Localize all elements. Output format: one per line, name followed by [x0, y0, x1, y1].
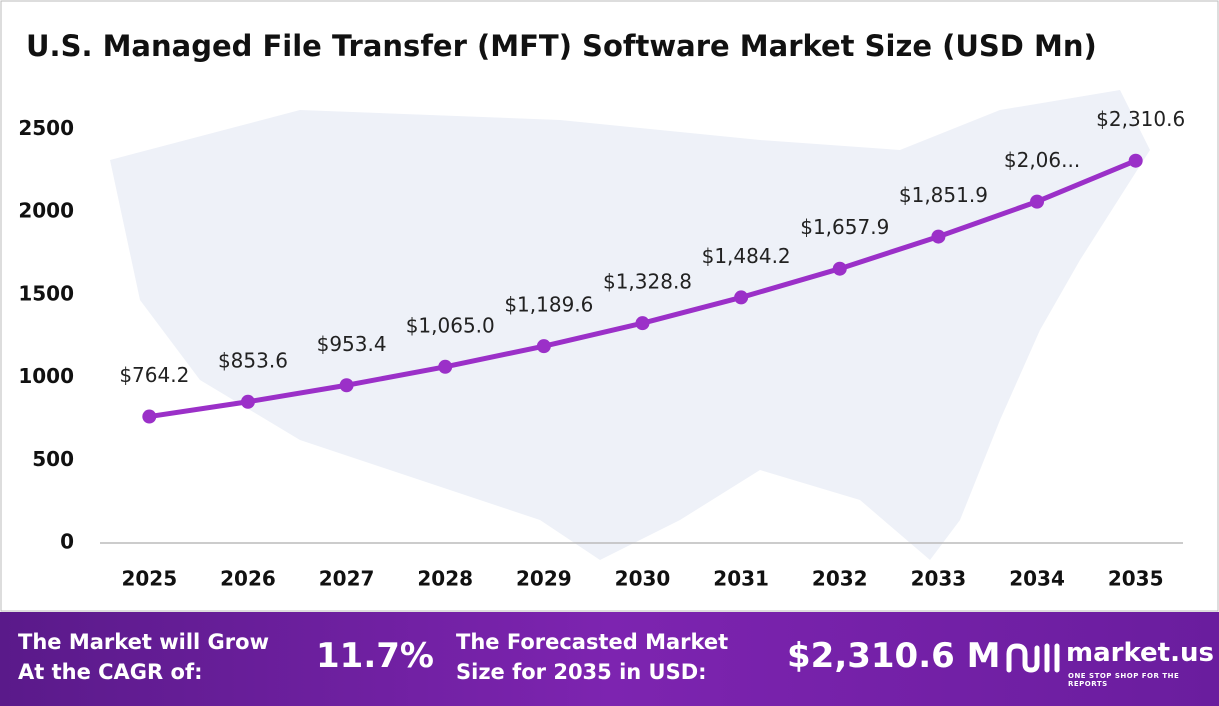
data-label: $2,06... [1004, 148, 1080, 172]
y-tick-label: 1000 [18, 364, 74, 388]
cagr-value: 11.7% [316, 636, 434, 676]
x-tick-label: 2026 [220, 567, 276, 591]
marker [931, 229, 946, 244]
marker [635, 316, 650, 331]
marker [536, 339, 551, 354]
footer: The Market will Grow At the CAGR of: 11.7… [0, 612, 1219, 706]
x-tick-label: 2027 [319, 567, 375, 591]
data-label: $1,851.9 [899, 183, 988, 207]
data-label: $764.2 [119, 363, 189, 387]
x-tick-label: 2034 [1009, 567, 1065, 591]
x-tick-label: 2033 [911, 567, 967, 591]
y-tick-label: 2000 [18, 199, 74, 223]
y-tick-label: 0 [60, 530, 74, 554]
marker [240, 394, 255, 409]
forecast-value: $2,310.6 M [787, 636, 1001, 676]
marker [438, 359, 453, 374]
x-tick-label: 2030 [615, 567, 671, 591]
data-label: $1,657.9 [800, 215, 889, 239]
data-label: $1,065.0 [406, 313, 495, 337]
y-tick-label: 2500 [18, 116, 74, 140]
data-label: $1,189.6 [504, 293, 593, 317]
x-tick-label: 2032 [812, 567, 868, 591]
cagr-text: The Market will Grow At the CAGR of: [18, 627, 269, 687]
x-tick-label: 2031 [713, 567, 769, 591]
tagline: ONE STOP SHOP FOR THE REPORTS [1068, 672, 1180, 688]
marker [142, 409, 157, 424]
x-tick-label: 2025 [121, 567, 177, 591]
chart-title: U.S. Managed File Transfer (MFT) Softwar… [26, 29, 1097, 63]
cagr-line: At the CAGR of: [18, 660, 203, 684]
brand: market.us [1066, 638, 1214, 668]
cagr-line: The Market will Grow [18, 630, 269, 654]
data-label: $2,310.6 [1096, 107, 1185, 131]
marker [1030, 194, 1045, 209]
marker [832, 261, 847, 276]
marker [1128, 153, 1143, 168]
x-tick-label: 2035 [1108, 567, 1164, 591]
x-tick-label: 2029 [516, 567, 572, 591]
data-label: $1,328.8 [603, 270, 692, 294]
y-tick-label: 1500 [18, 281, 74, 305]
data-label: $1,484.2 [702, 244, 791, 268]
marker [734, 290, 749, 305]
forecast-line: The Forecasted Market [456, 630, 729, 654]
x-tick-label: 2028 [417, 567, 473, 591]
chart: U.S. Managed File Transfer (MFT) Softwar… [0, 0, 1219, 612]
forecast-text: The Forecasted Market Size for 2035 in US… [456, 627, 728, 687]
data-label: $853.6 [218, 348, 288, 372]
logo-icon [1006, 643, 1060, 673]
forecast-line: Size for 2035 in USD: [456, 660, 707, 684]
y-tick-label: 500 [32, 447, 74, 471]
marker [339, 378, 354, 393]
data-label: $953.4 [317, 332, 387, 356]
